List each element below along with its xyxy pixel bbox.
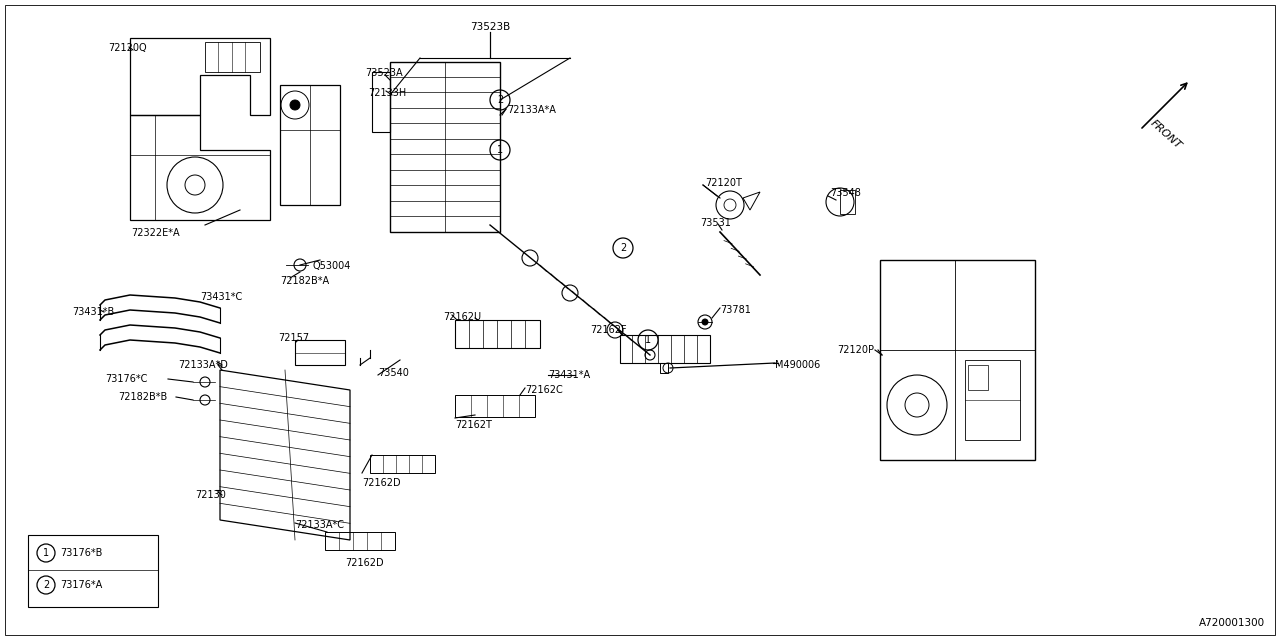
Text: 73431*B: 73431*B (72, 307, 114, 317)
Text: 73176*B: 73176*B (60, 548, 102, 558)
Text: 72162T: 72162T (454, 420, 492, 430)
Text: 73176*C: 73176*C (105, 374, 147, 384)
Text: 2: 2 (620, 243, 626, 253)
Text: 72133A*D: 72133A*D (178, 360, 228, 370)
Text: 72162D: 72162D (346, 558, 384, 568)
Text: 73540: 73540 (378, 368, 408, 378)
Text: 72162D: 72162D (362, 478, 401, 488)
Text: 72182B*B: 72182B*B (118, 392, 168, 402)
Text: 73523B: 73523B (470, 22, 511, 32)
Text: A720001300: A720001300 (1199, 618, 1265, 628)
Text: Q53004: Q53004 (312, 261, 351, 271)
Bar (840, 190, 855, 214)
Bar (370, 455, 435, 473)
Bar (294, 340, 346, 365)
Text: 72133A*A: 72133A*A (507, 105, 556, 115)
Text: 2: 2 (42, 580, 49, 590)
Text: 72162F: 72162F (590, 325, 627, 335)
Bar (454, 395, 535, 417)
Text: 73531: 73531 (700, 218, 731, 228)
Text: 73431*C: 73431*C (200, 292, 242, 302)
Text: 72157: 72157 (278, 333, 310, 343)
Bar (660, 363, 668, 373)
Text: 1: 1 (497, 145, 503, 155)
Bar (372, 72, 390, 132)
Bar (620, 335, 710, 363)
Text: 73431*A: 73431*A (548, 370, 590, 380)
Bar (28, 535, 157, 607)
Circle shape (291, 100, 300, 110)
Text: 72162U: 72162U (443, 312, 481, 322)
Bar (280, 85, 340, 205)
Text: FRONT: FRONT (1148, 118, 1183, 151)
Bar (205, 42, 260, 72)
Text: 72120Q: 72120Q (108, 43, 147, 53)
Text: 73548: 73548 (829, 188, 861, 198)
Text: 72162C: 72162C (525, 385, 563, 395)
Text: 72182B*A: 72182B*A (280, 276, 329, 286)
Text: 72120P: 72120P (837, 345, 874, 355)
Text: 72133H: 72133H (369, 88, 406, 98)
Bar (881, 260, 1036, 460)
Bar (454, 320, 540, 348)
Text: 72120T: 72120T (705, 178, 742, 188)
Text: 72133A*C: 72133A*C (294, 520, 344, 530)
Bar (325, 532, 396, 550)
Text: 1: 1 (645, 335, 652, 345)
Text: M490006: M490006 (774, 360, 820, 370)
Text: 1: 1 (44, 548, 49, 558)
Text: 72130: 72130 (195, 490, 225, 500)
Text: 73523A: 73523A (365, 68, 403, 78)
Circle shape (701, 319, 708, 325)
Bar (390, 62, 500, 232)
Text: 73176*A: 73176*A (60, 580, 102, 590)
Text: 2: 2 (497, 95, 503, 105)
Bar (968, 365, 988, 390)
Text: 73781: 73781 (721, 305, 751, 315)
Text: 72322E*A: 72322E*A (131, 228, 179, 238)
Bar (965, 360, 1020, 440)
